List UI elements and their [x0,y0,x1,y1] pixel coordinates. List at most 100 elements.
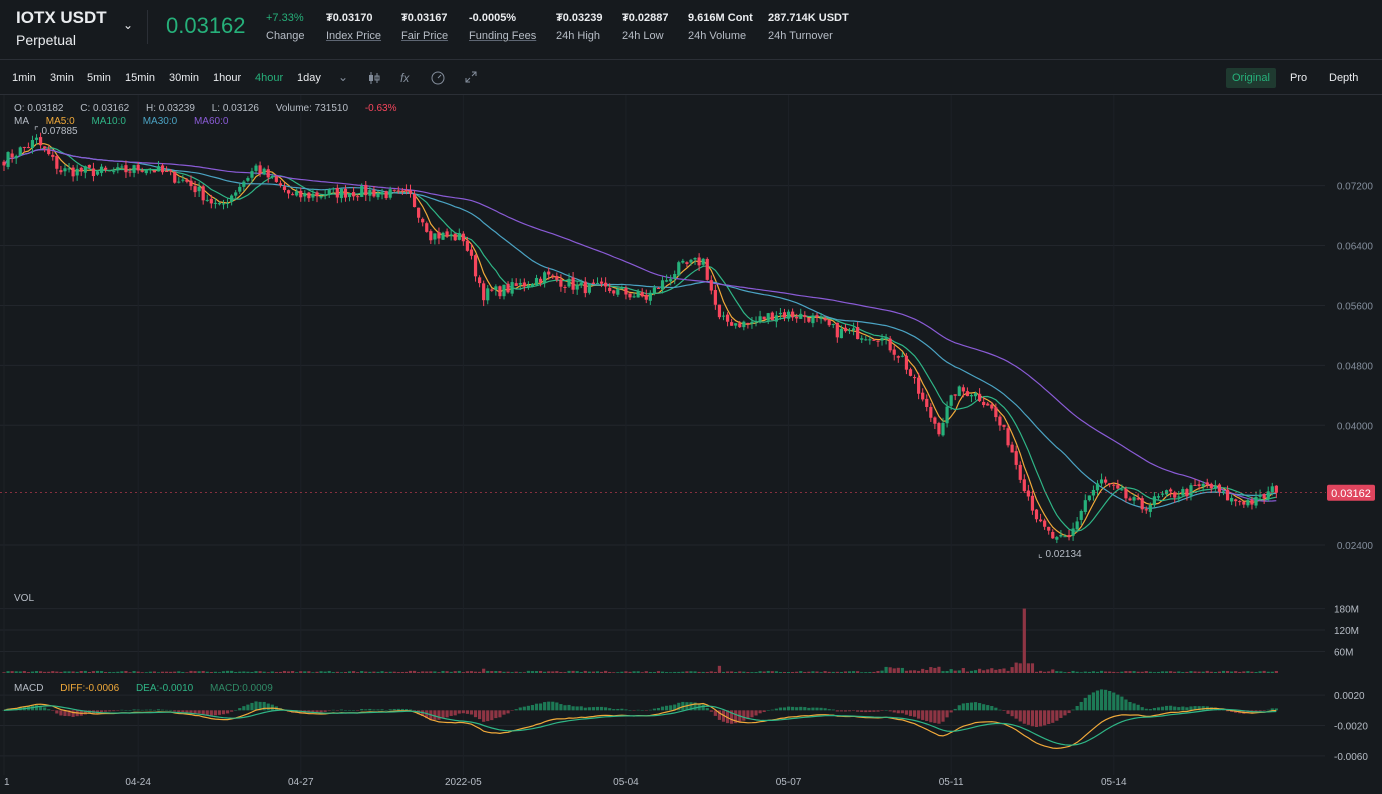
macd-histogram-bar [567,704,571,711]
candle-body [969,395,974,397]
macd-histogram-bar [709,710,713,712]
timeframe-3min[interactable]: 3min [50,72,74,84]
volume-bar [95,670,100,673]
ma-legend: MA MA5:0 MA10:0 MA30:0 MA60:0 [14,116,242,127]
macd-histogram-bar [461,710,465,714]
candle-body [1177,496,1181,498]
fair-price-label[interactable]: Fair Price [401,30,449,42]
macd-histogram-bar [506,710,510,714]
timeframe-15min[interactable]: 15min [125,72,155,84]
candle-type-icon[interactable] [368,71,380,88]
macd-histogram-bar [351,710,356,711]
candle-body [469,249,474,256]
timeframe-4hour[interactable]: 4hour [255,72,284,84]
indicator-fx-icon[interactable]: fx [400,71,410,85]
macd-histogram-bar [1104,689,1108,711]
gauge-icon[interactable] [431,71,445,88]
macd-histogram-bar [827,709,831,711]
volume-bar [835,671,839,673]
volume-bar [1169,671,1173,673]
view-original-tab[interactable]: Original [1226,68,1276,88]
macd-histogram-bar [526,705,530,711]
candle-body [99,166,104,173]
volume-bar [79,670,83,673]
candle-body [701,258,705,265]
funding-stat[interactable]: -0.0005% Funding Fees [469,12,536,42]
symbol-selector[interactable]: IOTX USDT Perpetual [16,8,107,48]
candle-body [1034,509,1039,520]
view-pro-tab[interactable]: Pro [1290,72,1308,84]
candle-body [1160,493,1165,495]
timeframe-30min[interactable]: 30min [169,72,199,84]
macd-histogram-bar [331,709,335,711]
fullscreen-icon[interactable] [465,71,477,86]
candle-body [632,296,636,298]
macd-histogram-bar [67,710,71,717]
change-stat: +7.33% Change [266,12,305,42]
volume-bar [1173,671,1177,673]
volume-bar [648,672,652,673]
volume-bar [921,668,925,673]
macd-histogram-bar [945,710,949,718]
macd-histogram-bar [230,710,234,712]
symbol-name[interactable]: IOTX USDT [16,8,107,27]
time-tick-label: 04-27 [288,777,314,788]
macd-histogram-bar [534,703,539,711]
candle-body [799,313,803,319]
turnover-value: 287.714K USDT [768,12,849,24]
candlestick-chart[interactable]: 0.07200 0.06400 0.05600 0.04800 0.04000 0.024… [0,95,1382,794]
macd-histogram-bar [1128,701,1132,711]
volume-bar [38,671,43,673]
view-depth-tab[interactable]: Depth [1329,72,1359,84]
volume-bar [677,671,681,673]
timeframe-1day[interactable]: 1day [297,72,321,84]
volume-bar [697,671,701,673]
chevron-down-icon[interactable]: ⌄ [123,18,134,32]
volume-bar [721,671,726,673]
candle-body [282,186,287,191]
candle-body [839,328,843,339]
volume-bar [998,669,1002,673]
index-price-label[interactable]: Index Price [326,30,382,42]
candle-body [1209,483,1213,489]
fair-price-stat[interactable]: ₮0.03167 Fair Price [401,12,448,42]
index-price-stat[interactable]: ₮0.03170 Index Price [326,12,381,42]
candle-body [595,282,600,284]
candle-body [356,196,360,198]
volume-bar [270,671,274,673]
volume-bar [734,672,738,673]
macd-histogram-bar [494,710,498,719]
funding-label[interactable]: Funding Fees [469,30,537,42]
ma30-value: MA30:0 [142,116,178,127]
volume-bar [1091,671,1096,673]
macd-histogram-bar [473,710,478,718]
candle-body [1091,489,1096,496]
macd-histogram-bar [1034,710,1039,727]
macd-histogram-bar [1169,705,1173,711]
macd-histogram-bar [819,707,823,711]
volume-bar [717,665,722,673]
macd-histogram-bar [1266,709,1270,711]
macd-histogram-bar [742,710,746,721]
volume-bar [819,672,823,673]
candle-body [461,233,465,242]
macd-legend: MACD DIFF:-0.0006 DEA:-0.0010 MACD:0.000… [14,683,287,694]
high-value: H: 0.03239 [145,103,195,114]
candle-body [234,192,238,196]
timeframe-1hour[interactable]: 1hour [213,72,242,84]
chevron-down-icon[interactable]: ⌄ [338,70,349,84]
volume-bar [140,672,144,673]
low-value: L: 0.03126 [211,103,259,114]
candle-body [1030,495,1035,511]
timeframe-1min[interactable]: 1min [12,72,36,84]
ma5-value: MA5:0 [45,116,75,127]
candle-body [1262,494,1266,499]
candle-body [669,279,673,282]
candle-body [933,417,937,424]
candle-body [408,190,413,194]
timeframe-5min[interactable]: 5min [87,72,111,84]
macd-histogram-bar [384,710,388,711]
candle-body [1128,498,1132,501]
volume-bar [1059,671,1063,673]
candle-body [18,147,22,156]
